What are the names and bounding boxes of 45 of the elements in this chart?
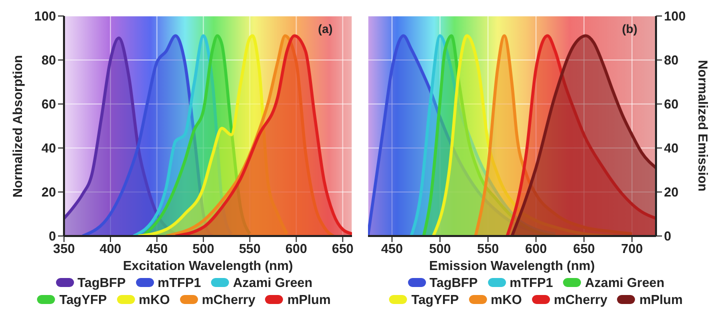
x-tick-label: 600	[285, 241, 308, 256]
legend-label: mKO	[490, 292, 522, 307]
x-tick-label: 400	[100, 241, 122, 256]
y2-tick-label: 100	[664, 8, 686, 24]
x-tick-label: 600	[525, 241, 547, 256]
y2-tick-label: 40	[664, 140, 678, 156]
x-tick-label: 500	[429, 241, 451, 256]
x-axis-title: Emission Wavelength (nm)	[428, 258, 596, 273]
x-tick-label: 350	[53, 241, 75, 256]
legend-label: Azami Green	[233, 275, 312, 290]
y2-axis-title: Normalized Emission	[696, 60, 710, 192]
legend-label: mKO	[138, 292, 170, 307]
x-tick-label: 450	[381, 241, 403, 256]
y-tick-label: 0	[48, 228, 56, 244]
y2-tick-label: 0	[664, 228, 672, 244]
x-tick-label: 650	[332, 241, 354, 256]
x-tick-label: 550	[238, 241, 261, 256]
legend-label: mCherry	[554, 292, 608, 307]
legend-label: mCherry	[202, 292, 256, 307]
legend-label: TagBFP	[78, 275, 126, 290]
y-axis-title: Normalized Absorption	[10, 54, 24, 198]
y-tick-label: 20	[42, 184, 56, 200]
legend-label: mTFP1	[510, 275, 553, 290]
x-tick-label: 550	[477, 241, 499, 256]
x-tick-label: 500	[192, 241, 214, 256]
y-tick-label: 100	[34, 8, 56, 24]
x-axis-title: Excitation Wavelength (nm)	[122, 258, 294, 273]
y-tick-label: 80	[42, 52, 56, 68]
text: (a)	[318, 22, 333, 36]
legend-label: mPlum	[639, 292, 683, 307]
x-tick-label: 700	[621, 241, 643, 256]
legend-label: mPlum	[287, 292, 331, 307]
legend-label: Azami Green	[585, 275, 664, 290]
y-tick-label: 60	[42, 96, 56, 112]
x-tick-label: 650	[573, 241, 595, 256]
x-tick-label: 450	[146, 241, 168, 256]
text: (b)	[622, 22, 638, 36]
legend-label: mTFP1	[158, 275, 201, 290]
legend-label: TagYFP	[411, 292, 459, 307]
legend-label: TagYFP	[59, 292, 107, 307]
y2-tick-label: 80	[664, 52, 678, 68]
legend-label: TagBFP	[430, 275, 478, 290]
y2-tick-label: 60	[664, 96, 678, 112]
y2-tick-label: 20	[664, 184, 678, 200]
y-tick-label: 40	[42, 140, 56, 156]
